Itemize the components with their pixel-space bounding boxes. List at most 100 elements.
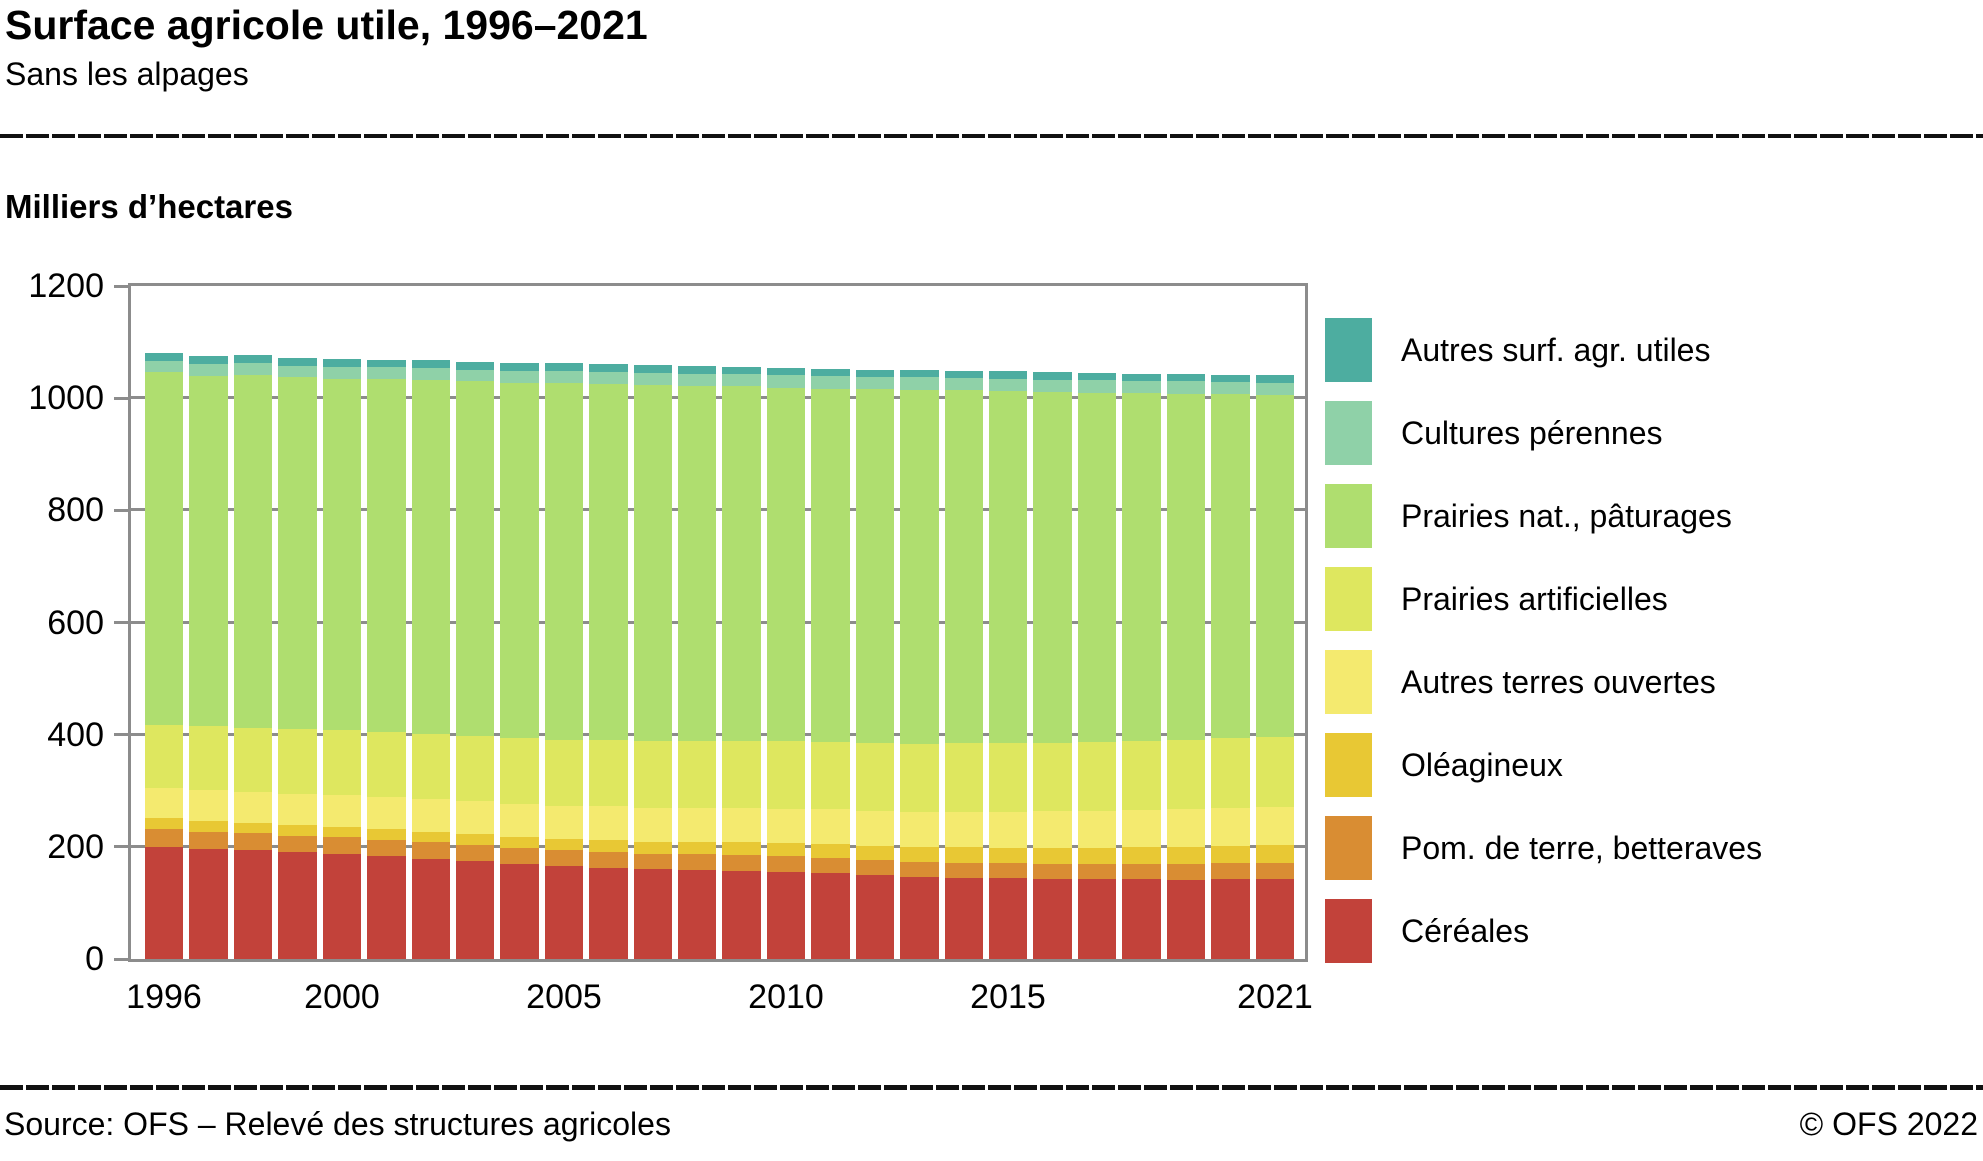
segment-autres-surf-agr-utiles-2005 (544, 363, 584, 372)
segment-prairies-nat-paturages-2007 (633, 384, 673, 742)
x-tick-label-2010: 2010 (748, 978, 824, 1016)
segment-autres-surf-agr-utiles-1998 (233, 355, 273, 363)
segment-pom-de-terre-betteraves-2012 (855, 860, 895, 876)
segment-pom-de-terre-betteraves-1997 (189, 831, 228, 850)
segment-autres-surf-agr-utiles-2019 (1166, 374, 1206, 382)
segment-oleagineux-2004 (500, 836, 539, 848)
legend-item-autres-surf-agr-utiles: Autres surf. agr. utiles (1325, 318, 1762, 382)
segment-prairies-nat-paturages-1996 (145, 372, 184, 725)
segment-prairies-nat-paturages-2005 (544, 383, 584, 740)
segment-oleagineux-2011 (811, 844, 850, 858)
legend-swatch-prairies-artificielles (1325, 567, 1372, 631)
segment-autres-surf-agr-utiles-2000 (322, 358, 362, 367)
segment-prairies-artificielles-2019 (1166, 740, 1206, 810)
bar-2021 (1255, 286, 1294, 959)
segment-pom-de-terre-betteraves-2005 (544, 850, 584, 866)
segment-autres-terres-ouvertes-2014 (944, 811, 984, 848)
segment-cultures-perennes-2020 (1211, 381, 1250, 395)
legend-swatch-cereales (1325, 899, 1372, 963)
segment-autres-terres-ouvertes-2016 (1033, 810, 1072, 848)
segment-cultures-perennes-2005 (544, 371, 584, 384)
segment-cereales-2019 (1166, 879, 1206, 959)
segment-prairies-artificielles-2009 (722, 740, 761, 809)
y-tick-1000 (114, 396, 131, 400)
bar-2006 (589, 286, 628, 959)
bar-2004 (500, 286, 539, 959)
segment-autres-terres-ouvertes-2020 (1211, 807, 1250, 846)
segment-prairies-artificielles-2001 (367, 731, 406, 797)
segment-oleagineux-2021 (1255, 845, 1294, 863)
segment-cultures-perennes-2000 (322, 366, 362, 379)
segment-cultures-perennes-2013 (900, 377, 939, 390)
segment-autres-terres-ouvertes-1999 (278, 793, 317, 825)
segment-cultures-perennes-2009 (722, 374, 761, 387)
x-tick-label-2021: 2021 (1237, 978, 1313, 1016)
segment-prairies-artificielles-1999 (278, 729, 317, 794)
segment-oleagineux-2006 (589, 840, 628, 852)
segment-oleagineux-2010 (766, 843, 806, 857)
segment-cultures-perennes-2007 (633, 372, 673, 385)
legend-item-pom-de-terre-betteraves: Pom. de terre, betteraves (1325, 816, 1762, 880)
segment-autres-surf-agr-utiles-2008 (678, 366, 717, 375)
segment-cultures-perennes-2001 (367, 367, 406, 380)
segment-cultures-perennes-1998 (233, 362, 273, 375)
segment-pom-de-terre-betteraves-1999 (278, 835, 317, 853)
segment-cereales-2006 (589, 867, 628, 959)
segment-oleagineux-2001 (367, 828, 406, 840)
bar-2015 (989, 286, 1028, 959)
segment-pom-de-terre-betteraves-2014 (944, 862, 984, 878)
bar-2020 (1211, 286, 1250, 959)
bar-2014 (944, 286, 984, 959)
segment-cereales-1996 (145, 846, 184, 959)
x-tick-label-2005: 2005 (526, 978, 602, 1016)
segment-autres-terres-ouvertes-2018 (1122, 809, 1161, 848)
segment-cultures-perennes-2014 (944, 378, 984, 391)
segment-cultures-perennes-1996 (145, 360, 184, 373)
segment-pom-de-terre-betteraves-2021 (1255, 862, 1294, 880)
legend-swatch-autres-terres-ouvertes (1325, 650, 1372, 714)
segment-pom-de-terre-betteraves-2011 (811, 857, 850, 874)
segment-oleagineux-2007 (633, 841, 673, 854)
segment-prairies-artificielles-2017 (1077, 742, 1117, 811)
segment-autres-terres-ouvertes-2008 (678, 807, 717, 842)
segment-prairies-artificielles-2010 (766, 741, 806, 809)
segment-autres-terres-ouvertes-2017 (1077, 810, 1117, 848)
y-tick-label-0: 0 (85, 940, 104, 978)
segment-oleagineux-2012 (855, 846, 895, 861)
segment-cultures-perennes-2021 (1255, 382, 1294, 396)
segment-autres-terres-ouvertes-2012 (855, 810, 895, 847)
segment-oleagineux-2014 (944, 847, 984, 863)
bar-1997 (189, 286, 228, 959)
segment-prairies-artificielles-2006 (589, 739, 628, 807)
segment-autres-surf-agr-utiles-2017 (1077, 373, 1117, 381)
segment-oleagineux-1997 (189, 820, 228, 832)
segment-cultures-perennes-1999 (278, 365, 317, 378)
segment-prairies-nat-paturages-2018 (1122, 393, 1161, 741)
segment-autres-terres-ouvertes-2010 (766, 808, 806, 844)
segment-autres-surf-agr-utiles-2015 (989, 371, 1028, 379)
segment-cereales-2005 (544, 865, 584, 959)
segment-cereales-2009 (722, 870, 761, 959)
legend-item-cereales: Céréales (1325, 899, 1762, 963)
segment-prairies-nat-paturages-1997 (189, 375, 228, 727)
segment-autres-surf-agr-utiles-2012 (855, 369, 895, 377)
segment-autres-surf-agr-utiles-2003 (455, 361, 495, 370)
segment-cereales-2004 (500, 863, 539, 959)
segment-pom-de-terre-betteraves-2013 (900, 861, 939, 878)
gridline-400 (131, 732, 1305, 736)
segment-autres-terres-ouvertes-2004 (500, 803, 539, 837)
legend-item-prairies-artificielles: Prairies artificielles (1325, 567, 1762, 631)
y-tick-800 (114, 508, 131, 512)
segment-cereales-2010 (766, 872, 806, 959)
segment-oleagineux-2018 (1122, 847, 1161, 865)
segment-autres-terres-ouvertes-1998 (233, 791, 273, 823)
y-tick-600 (114, 621, 131, 624)
segment-prairies-artificielles-2012 (855, 743, 895, 811)
segment-pom-de-terre-betteraves-2006 (589, 851, 628, 868)
legend-item-prairies-nat-paturages: Prairies nat., pâturages (1325, 484, 1762, 548)
segment-autres-surf-agr-utiles-2020 (1211, 374, 1250, 382)
segment-autres-terres-ouvertes-2015 (989, 811, 1028, 848)
legend-label-cereales: Céréales (1401, 913, 1530, 949)
segment-cereales-2014 (944, 877, 984, 959)
segment-prairies-artificielles-1997 (189, 726, 228, 791)
